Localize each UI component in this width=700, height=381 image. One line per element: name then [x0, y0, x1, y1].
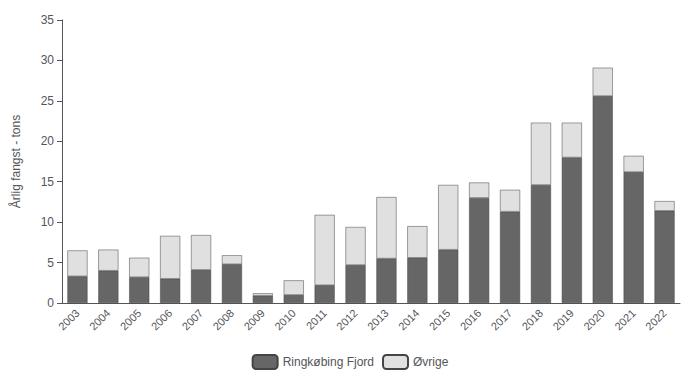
svg-text:2013: 2013: [365, 307, 391, 333]
svg-text:15: 15: [41, 175, 55, 189]
svg-text:2021: 2021: [612, 307, 638, 333]
svg-text:2008: 2008: [210, 307, 236, 333]
svg-text:2003: 2003: [56, 307, 82, 333]
svg-text:2016: 2016: [458, 307, 484, 333]
svg-text:2007: 2007: [180, 307, 206, 333]
svg-text:2010: 2010: [272, 307, 298, 333]
svg-text:Øvrige: Øvrige: [413, 355, 449, 369]
svg-text:10: 10: [41, 215, 55, 229]
svg-text:5: 5: [47, 256, 54, 270]
svg-text:Årlig fangst - tons: Årlig fangst - tons: [8, 115, 23, 208]
svg-text:2018: 2018: [519, 307, 545, 333]
svg-text:30: 30: [41, 53, 55, 67]
svg-text:2009: 2009: [241, 307, 267, 333]
svg-text:25: 25: [41, 94, 55, 108]
svg-text:20: 20: [41, 134, 55, 148]
svg-text:35: 35: [41, 13, 55, 27]
svg-text:2011: 2011: [304, 307, 329, 332]
svg-text:2006: 2006: [149, 307, 175, 333]
svg-text:2017: 2017: [489, 307, 515, 333]
svg-text:2015: 2015: [427, 307, 453, 333]
svg-text:2005: 2005: [118, 307, 144, 333]
svg-text:Ringkøbing Fjord: Ringkøbing Fjord: [283, 355, 374, 369]
svg-text:2004: 2004: [87, 307, 113, 333]
svg-text:2020: 2020: [581, 307, 607, 333]
svg-text:2014: 2014: [396, 307, 422, 333]
svg-text:0: 0: [47, 296, 54, 310]
svg-text:2012: 2012: [334, 307, 360, 333]
svg-text:2022: 2022: [643, 307, 669, 333]
svg-text:2019: 2019: [550, 307, 576, 333]
